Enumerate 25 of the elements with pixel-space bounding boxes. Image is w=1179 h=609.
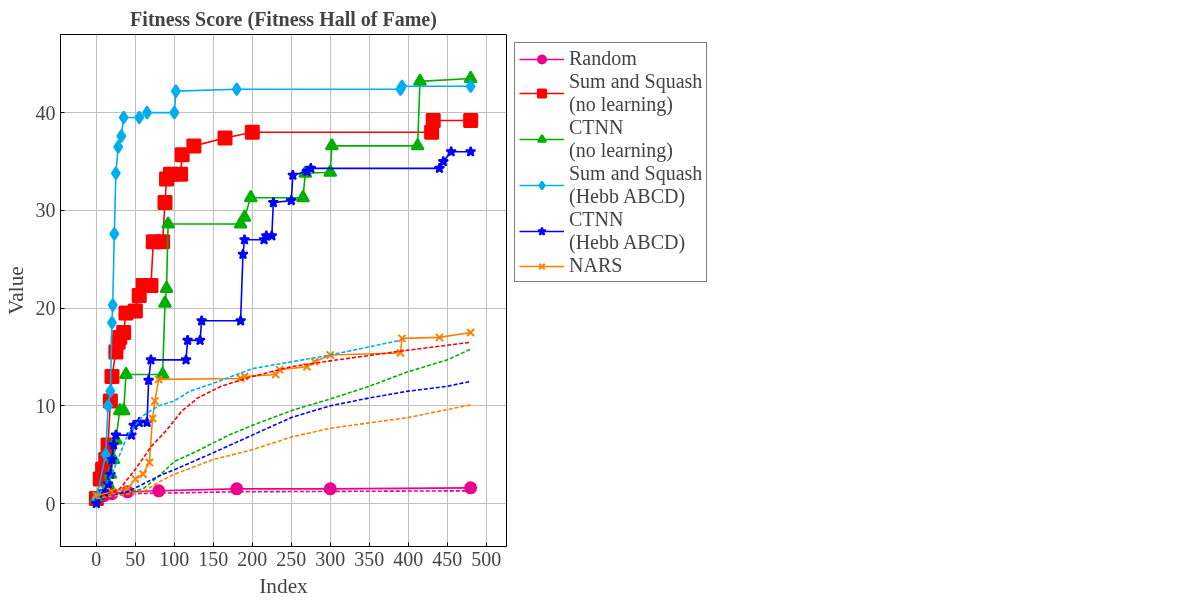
legend-label: Random [569,47,637,70]
x-tick-label: 100 [159,547,190,570]
x-tick-label: 200 [237,547,268,570]
x-tick-label: 0 [91,547,102,570]
x-tick-label: 250 [276,547,307,570]
x-tick-label: 50 [125,547,146,570]
y-tick-label: 40 [35,101,56,124]
legend-label: CTNN (no learning) [569,116,673,162]
legend-label: NARS [569,254,623,277]
legend-label: Sum and Squash (no learning) [569,70,703,116]
legend-label: CTNN (Hebb ABCD) [569,208,686,254]
x-tick-label: 400 [393,547,424,570]
y-axis-title: Value [3,266,28,315]
chart-title: Fitness Score (Fitness Hall of Fame) [130,7,437,31]
y-tick-label: 30 [35,199,56,222]
y-tick-label: 20 [35,297,56,320]
x-tick-label: 150 [198,547,229,570]
x-tick-label: 500 [471,547,502,570]
y-tick-label: 0 [45,492,56,515]
y-tick-label: 10 [35,394,56,417]
x-tick-label: 350 [354,547,385,570]
x-tick-label: 300 [315,547,346,570]
legend-label: Sum and Squash (Hebb ABCD) [569,162,703,208]
x-axis-title: Index [259,573,309,598]
x-tick-label: 450 [432,547,463,570]
